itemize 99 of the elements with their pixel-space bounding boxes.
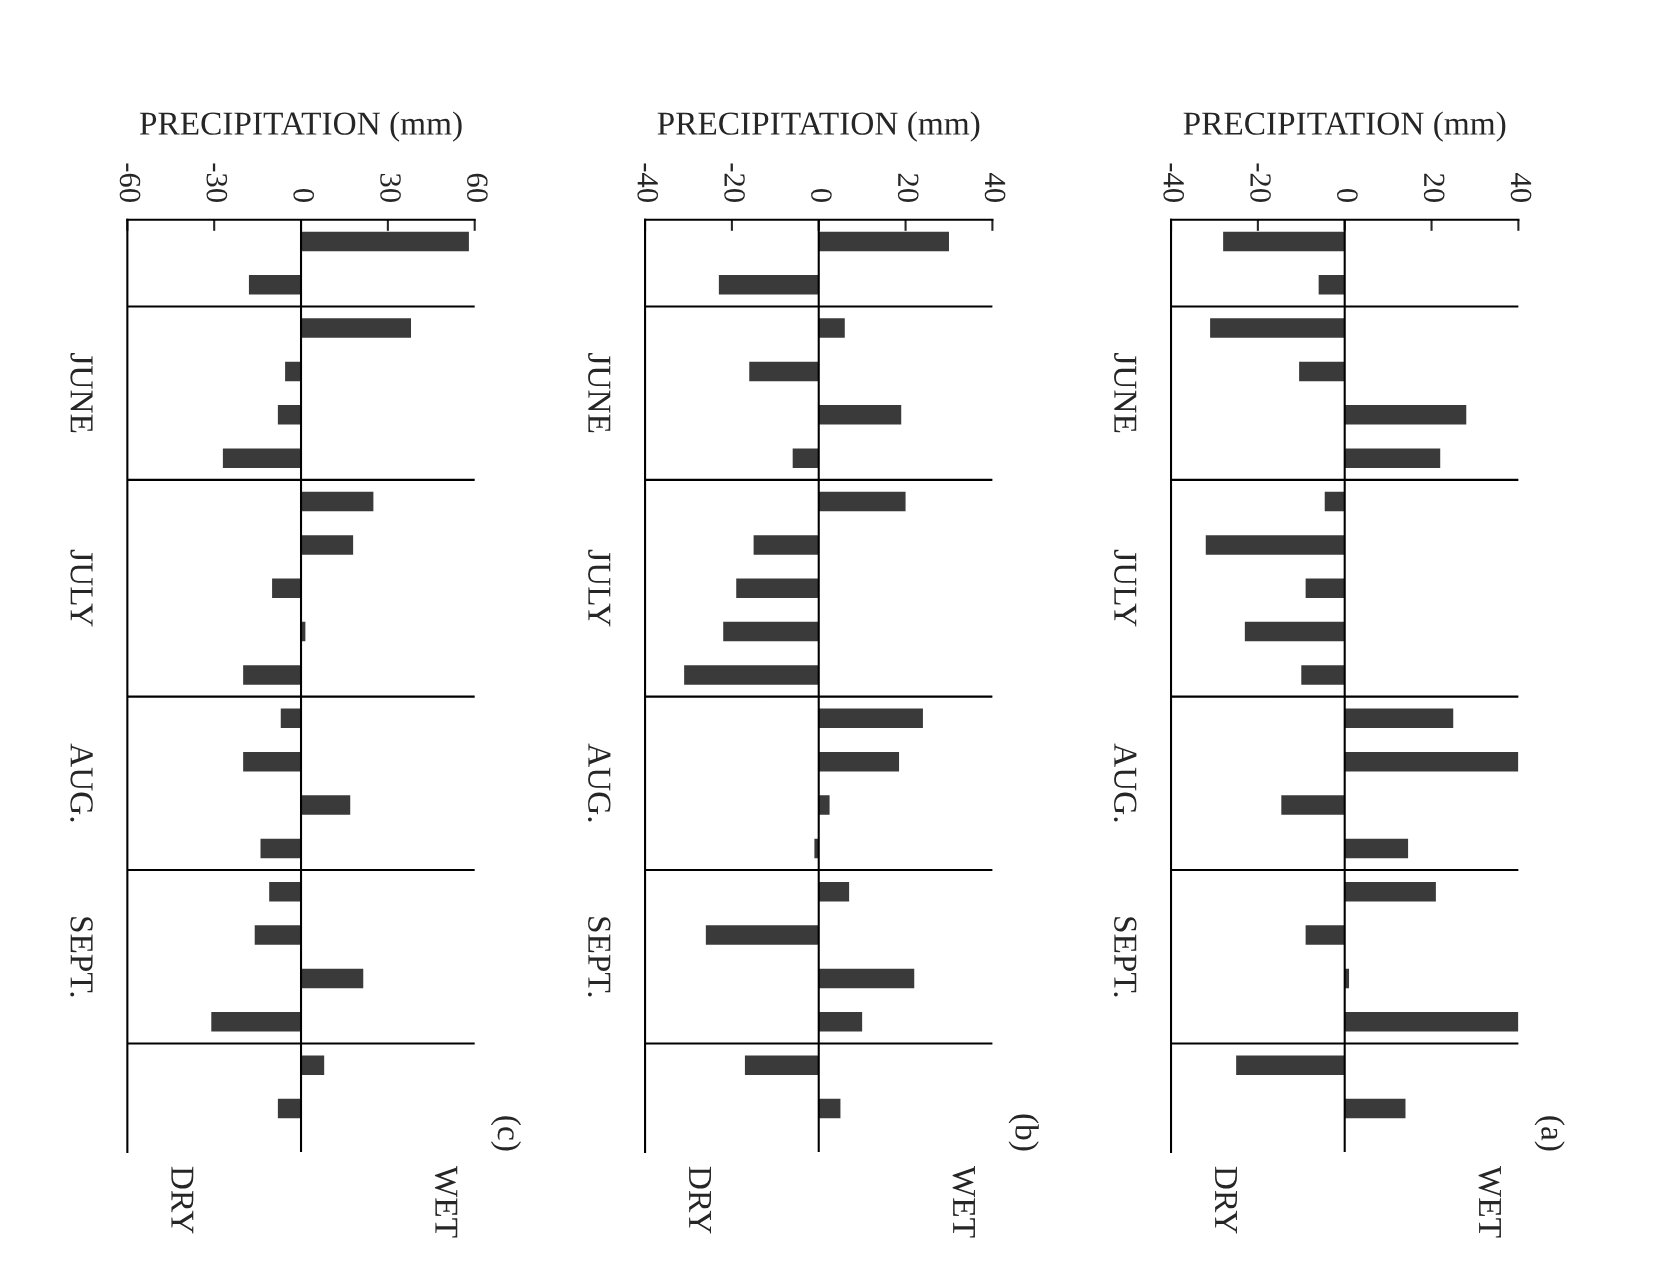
text: SEPT. [587,917,611,997]
text: (a) [1534,1116,1565,1151]
x-tick-label: 20 [1423,173,1445,202]
text: DRY [171,1166,194,1234]
bar [1324,491,1345,512]
x-tick-label: 60 [467,173,488,202]
bar [301,231,469,252]
bar [301,968,364,989]
bar [818,491,906,512]
bar [301,795,351,815]
text: (c) [490,1116,522,1151]
bar [818,968,915,989]
bar [1344,881,1436,902]
bar [277,1098,302,1119]
text: JULY [70,549,93,627]
bar [818,1098,841,1119]
x-tick-label: -30 [206,163,228,202]
bar [1299,361,1345,382]
text: (b) [1008,1114,1039,1151]
bar [1210,318,1345,338]
text: JUNE [588,353,611,433]
bar [280,708,302,729]
text: AUG. [1113,743,1137,822]
bar [1281,795,1345,815]
bar [818,751,900,772]
x-axis-title: PRECIPITATION (mm) [1183,111,1506,142]
text: WET [952,1165,975,1238]
bar [243,665,302,685]
bar [753,535,819,555]
bar [1344,751,1519,772]
text: SEPT. [70,917,93,997]
bar [744,1055,819,1075]
x-tick-label: 0 [1337,188,1358,202]
bar [818,795,830,815]
bar [272,578,302,598]
bar [301,491,374,512]
bar [248,274,302,295]
bar [818,231,949,252]
x-axis-title: PRECIPITATION (mm) [139,111,462,142]
bar [818,405,902,425]
bar [243,751,302,772]
bar [1244,621,1345,642]
bar [285,361,302,382]
bar [684,665,819,685]
x-tick-label: 40 [984,173,1006,202]
bar [260,838,302,859]
bar [1344,405,1467,425]
x-tick-label: -60 [119,163,141,202]
bar [1344,838,1409,859]
bar [277,405,302,425]
bar [818,318,845,338]
bar [818,708,923,729]
bar [1344,708,1454,729]
text: AUG. [587,743,611,822]
bar [718,274,819,295]
bar [1223,231,1345,252]
x-tick-label: -40 [1163,163,1184,202]
x-tick-label: 40 [1510,173,1532,202]
x-tick-label: -20 [1250,163,1271,202]
x-tick-label: -40 [637,163,659,202]
bar [723,621,819,642]
bar [301,535,354,555]
bar [736,578,819,598]
x-tick-label: 20 [897,173,919,202]
text: JUNE [70,353,93,433]
bar [1344,448,1441,468]
bar [818,1012,863,1032]
text: JUNE [1114,353,1137,433]
text: SEPT. [1113,917,1137,997]
bar [1344,1098,1406,1119]
text: DRY [689,1166,711,1234]
x-tick-label: 0 [293,188,314,202]
x-tick-label: 30 [380,173,401,202]
bar [818,881,850,902]
bar [301,1055,325,1075]
bar [792,448,819,468]
bar [749,361,819,382]
x-tick-label: -20 [724,163,745,202]
bar [1205,535,1345,555]
bar [1305,578,1345,598]
bar [1236,1055,1345,1075]
x-tick-label: 0 [811,188,832,202]
text: AUG. [70,743,93,822]
bar [1318,274,1345,295]
bar [222,448,302,468]
bar [301,318,412,338]
text: WET [434,1165,458,1238]
bar [254,925,302,945]
bar [269,881,302,902]
bar [1305,925,1345,945]
text: JULY [1114,549,1137,627]
text: JULY [588,549,611,627]
bar [1301,665,1345,685]
text: DRY [1215,1166,1237,1234]
x-axis-title: PRECIPITATION (mm) [657,111,980,142]
text: WET [1478,1165,1501,1238]
bar [1344,1012,1519,1032]
bar [211,1012,302,1032]
bar [705,925,819,945]
